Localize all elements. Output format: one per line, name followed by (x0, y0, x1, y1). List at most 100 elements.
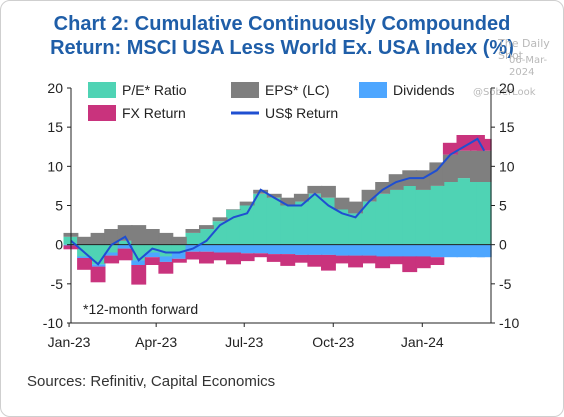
bar-fx-return (415, 256, 431, 269)
bar-fx-return (77, 258, 92, 270)
bar-dividends (334, 244, 350, 256)
bar-fx-return (348, 255, 363, 268)
bar-p-e-ratio (476, 182, 492, 245)
bar-dividends (226, 244, 241, 253)
y-tick-label-left: 20 (47, 80, 63, 96)
bar-dividends (280, 244, 296, 255)
legend-label-us-return: US$ Return (265, 105, 338, 121)
bar-p-e-ratio (117, 240, 133, 245)
bar-fx-return (104, 255, 120, 264)
y-tick-label-right: -10 (499, 315, 519, 331)
bar-dividends (144, 252, 160, 258)
bar-eps-lc (158, 232, 174, 245)
y-tick-label-left: -5 (51, 276, 64, 292)
bar-eps-lc (280, 197, 296, 206)
y-tick-label-right: 10 (499, 158, 515, 174)
x-tick-label: Oct-23 (312, 334, 354, 350)
bar-dividends (158, 256, 174, 262)
watermark-handle: @SoberLook (473, 87, 536, 98)
bar-dividends (307, 244, 323, 255)
bar-eps-lc (415, 170, 431, 190)
bar-fx-return (442, 142, 458, 155)
legend-label-eps-lc: EPS* (LC) (265, 82, 330, 98)
bar-dividends (171, 252, 187, 259)
bar-dividends (361, 244, 377, 256)
watermark-date: 06-Mar-2024 (509, 55, 548, 78)
bar-dividends (253, 244, 269, 254)
y-tick-label-right: 15 (499, 119, 515, 135)
bar-fx-return (456, 135, 472, 151)
x-tick-label: Jul-23 (225, 334, 263, 350)
bar-fx-return (199, 251, 214, 264)
bar-p-e-ratio (226, 209, 241, 245)
bar-p-e-ratio (307, 193, 323, 245)
bar-dividends (429, 244, 445, 258)
bar-fx-return (266, 254, 282, 262)
bar-p-e-ratio (429, 185, 445, 245)
bar-fx-return (158, 261, 174, 274)
bar-eps-lc (90, 232, 106, 245)
y-tick-label-right: -5 (499, 276, 512, 292)
y-tick-label-right: 20 (499, 80, 515, 96)
y-tick-label-left: 0 (55, 237, 63, 253)
bar-p-e-ratio (280, 205, 296, 245)
bar-p-e-ratio (348, 213, 363, 245)
bar-fx-return (212, 252, 228, 261)
chart-title-line1: Chart 2: Cumulative Continuously Compoun… (53, 13, 511, 35)
source-note: Sources: Refinitiv, Capital Economics (27, 373, 276, 390)
y-tick-label-left: 5 (55, 198, 63, 214)
bar-dividends (266, 244, 282, 255)
bar-eps-lc (144, 229, 160, 245)
bar-p-e-ratio (442, 182, 458, 245)
bar-p-e-ratio (375, 193, 391, 245)
bar-dividends (104, 252, 120, 256)
bar-eps-lc (171, 236, 187, 245)
bar-fx-return (321, 254, 336, 271)
bar-eps-lc (266, 193, 282, 198)
bar-eps-lc (348, 201, 363, 214)
bar-fx-return (280, 254, 296, 266)
bar-p-e-ratio (266, 197, 282, 245)
footnote: *12-month forward (83, 301, 198, 317)
legend-swatch-dividends (359, 82, 387, 98)
bar-p-e-ratio (334, 209, 350, 245)
bar-fx-return (90, 266, 106, 283)
bar-dividends (131, 260, 147, 265)
bar-eps-lc (476, 150, 492, 182)
bar-fx-return (253, 253, 269, 258)
watermark-site: The Daily Shot (498, 37, 550, 62)
bar-fx-return (476, 138, 492, 151)
bar-p-e-ratio (185, 232, 201, 245)
y-tick-label-right: 5 (499, 198, 507, 214)
bar-fx-return (185, 251, 201, 260)
bar-eps-lc (212, 217, 228, 222)
bar-fx-return (334, 255, 350, 264)
bar-dividends (239, 244, 255, 254)
bar-fx-return (226, 252, 241, 265)
bar-p-e-ratio (321, 197, 336, 245)
bar-fx-return (429, 257, 445, 265)
bar-p-e-ratio (90, 244, 106, 265)
bar-eps-lc (117, 225, 133, 241)
y-tick-label-left: 10 (47, 158, 63, 174)
bar-p-e-ratio (415, 189, 431, 245)
bar-dividends (402, 244, 418, 257)
bar-eps-lc (307, 185, 323, 194)
bar-dividends (199, 244, 214, 252)
bar-p-e-ratio (212, 221, 228, 245)
bar-dividends (442, 244, 458, 258)
series-dividends (63, 244, 492, 267)
bar-dividends (321, 244, 336, 255)
x-tick-label: Jan-24 (401, 334, 444, 350)
bar-dividends (293, 244, 309, 255)
bar-dividends (456, 244, 472, 258)
chart-title-line2: Return: MSCI USA Less World Ex. USA Inde… (50, 37, 514, 59)
bar-dividends (388, 244, 404, 257)
x-tick-label: Apr-23 (135, 334, 177, 350)
bar-eps-lc (239, 201, 255, 206)
bar-eps-lc (226, 209, 241, 210)
x-tick-label: Jan-23 (48, 334, 91, 350)
bar-eps-lc (131, 225, 147, 245)
bar-dividends (77, 256, 92, 258)
bar-fx-return (131, 265, 147, 285)
